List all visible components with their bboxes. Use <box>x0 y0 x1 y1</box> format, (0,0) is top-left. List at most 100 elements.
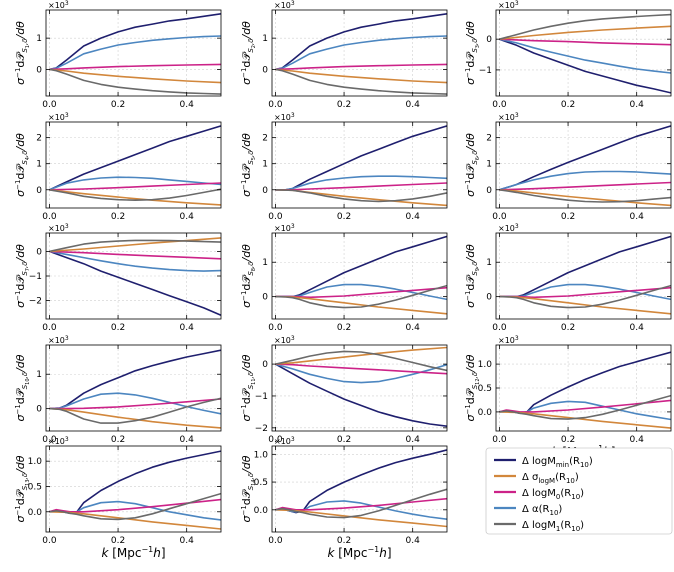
y-axis-label: σ−1d𝒫S12,δ/dθ <box>464 354 481 421</box>
y-multiplier: ×103 <box>274 335 295 345</box>
series-line-4 <box>49 407 221 429</box>
series-line-5 <box>499 189 671 203</box>
legend-label: Δ logM0(R10) <box>522 488 584 501</box>
series-line-3 <box>49 398 221 410</box>
x-tick-label: 0.0 <box>492 323 507 333</box>
series-line-5 <box>275 189 447 203</box>
y-multiplier: ×103 <box>48 335 69 345</box>
x-tick-label: 0.0 <box>268 323 283 333</box>
panel-9: 0.0 0.2 0.4 0 1 ×103 σ−1d𝒫S9,δ/dθ <box>464 223 672 333</box>
series-line-2 <box>49 35 221 71</box>
panel-5: 0.0 0.2 0.4 0 1 2 ×103 σ−1d𝒫S5,δ/dθ <box>240 112 448 222</box>
series-line-5 <box>275 488 447 519</box>
y-tick-label: 0 <box>36 65 42 75</box>
plot-frame <box>495 9 672 97</box>
panel-3: 0.0 0.2 0.4 −1 0 ×103 σ−1d𝒫S3,δ/dθ <box>464 0 672 110</box>
y-tick-label: 1 <box>486 258 492 268</box>
panel-1: 0.0 0.2 0.4 0 1 ×103 σ−1d𝒫S1,δ/dθ <box>14 0 222 110</box>
panel-6: 0.0 0.2 0.4 0 1 2 ×103 σ−1d𝒫S6,δ/dθ <box>464 112 672 222</box>
panel-10: 0.0 0.2 0.4 0 1 ×103 σ−1d𝒫S10,δ/dθ <box>14 335 222 445</box>
y-tick-label: 0 <box>262 360 268 370</box>
y-tick-label: 1 <box>262 34 268 44</box>
plot-frame <box>271 121 448 209</box>
panel-4: 0.0 0.2 0.4 0 1 2 ×103 σ−1d𝒫S4,δ/dθ <box>14 112 222 222</box>
y-tick-label: 1 <box>262 160 268 170</box>
x-tick-label: 0.4 <box>406 536 421 546</box>
series-line-5 <box>49 239 221 253</box>
y-multiplier: ×103 <box>48 112 69 122</box>
series-line-2 <box>49 176 221 191</box>
legend-box <box>485 447 673 535</box>
plot-frame <box>271 9 448 97</box>
series-line-1 <box>275 235 447 298</box>
x-tick-label: 0.2 <box>337 435 351 445</box>
y-axis-label: σ−1d𝒫S8,δ/dθ <box>240 244 257 308</box>
y-multiplier: ×103 <box>274 112 295 122</box>
y-tick-label: 0 <box>262 186 268 196</box>
x-tick-label: 0.2 <box>337 212 351 222</box>
x-tick-label: 0.2 <box>111 323 125 333</box>
x-tick-label: 0.4 <box>406 212 421 222</box>
y-multiplier: ×103 <box>498 112 519 122</box>
x-tick-label: 0.4 <box>406 323 421 333</box>
x-tick-label: 0.2 <box>561 100 575 110</box>
x-tick-label: 0.4 <box>180 323 195 333</box>
x-tick-label: 0.2 <box>111 100 125 110</box>
y-tick-label: −1 <box>255 392 268 402</box>
series-line-4 <box>499 25 671 40</box>
y-multiplier: ×103 <box>498 223 519 233</box>
x-tick-label: 0.0 <box>42 435 57 445</box>
y-axis-label: σ−1d𝒫S10,δ/dθ <box>14 354 31 421</box>
y-multiplier: ×103 <box>48 0 69 10</box>
series-line-2 <box>49 392 221 415</box>
y-axis-label: σ−1d𝒫S9,δ/dθ <box>464 244 481 308</box>
x-axis-label: k [Mpc−1h] <box>327 545 391 560</box>
x-tick-label: 0.2 <box>111 212 125 222</box>
series-line-1 <box>275 125 447 191</box>
y-tick-label: 0.0 <box>254 506 269 516</box>
y-tick-label: 0 <box>486 293 492 303</box>
panel-13: 0.0 0.2 0.4 0.0 0.5 1.0 ×103 σ−1d𝒫S13,δ/dθ k [Mp… <box>14 436 222 560</box>
x-tick-label: 0.0 <box>492 435 507 445</box>
series-line-3 <box>499 38 671 46</box>
y-axis-label: σ−1d𝒫S11,δ/dθ <box>240 354 257 421</box>
x-tick-label: 0.2 <box>111 536 125 546</box>
y-tick-label: 1 <box>36 34 42 44</box>
plot-frame <box>271 232 448 320</box>
series-line-1 <box>499 235 671 298</box>
y-axis-label: σ−1d𝒫S3,δ/dθ <box>464 21 481 85</box>
x-tick-label: 0.0 <box>42 100 57 110</box>
y-tick-label: −2 <box>29 297 42 307</box>
series-line-4 <box>49 68 221 84</box>
legend: Δ logMmin(R10) Δ σlogM(R10) Δ logM0(R10) Δ … <box>485 447 673 535</box>
series-line-2 <box>275 363 447 384</box>
y-tick-label: 1 <box>36 370 42 380</box>
y-axis-label: σ−1d𝒫S14,δ/dθ <box>240 455 257 522</box>
x-axis-label: k [Mpc−1h] <box>101 545 165 560</box>
y-tick-label: 0 <box>36 247 42 257</box>
legend-label: Δ logM1(R10) <box>522 520 584 533</box>
y-multiplier: ×103 <box>48 436 69 446</box>
plot-frame <box>45 344 222 432</box>
y-tick-label: −2 <box>255 424 268 434</box>
x-tick-label: 0.4 <box>630 435 645 445</box>
series-line-5 <box>499 394 671 420</box>
plot-frame <box>45 445 222 533</box>
y-multiplier: ×103 <box>274 223 295 233</box>
series-line-5 <box>49 397 221 424</box>
x-tick-label: 0.0 <box>42 212 57 222</box>
series-line-5 <box>499 13 671 40</box>
y-tick-label: 0 <box>486 35 492 45</box>
x-tick-label: 0.0 <box>268 435 283 445</box>
y-axis-label: σ−1d𝒫S4,δ/dθ <box>14 133 31 197</box>
series-line-5 <box>49 68 221 95</box>
y-axis-label: σ−1d𝒫S2,δ/dθ <box>240 21 257 85</box>
series-line-5 <box>275 68 447 95</box>
y-tick-label: 0.0 <box>28 508 43 518</box>
y-tick-label: 0.5 <box>478 384 492 394</box>
series-line-3 <box>49 498 221 513</box>
y-tick-label: 0.5 <box>254 478 268 488</box>
y-multiplier: ×103 <box>498 0 519 10</box>
series-line-2 <box>275 175 447 191</box>
x-tick-label: 0.4 <box>180 536 195 546</box>
